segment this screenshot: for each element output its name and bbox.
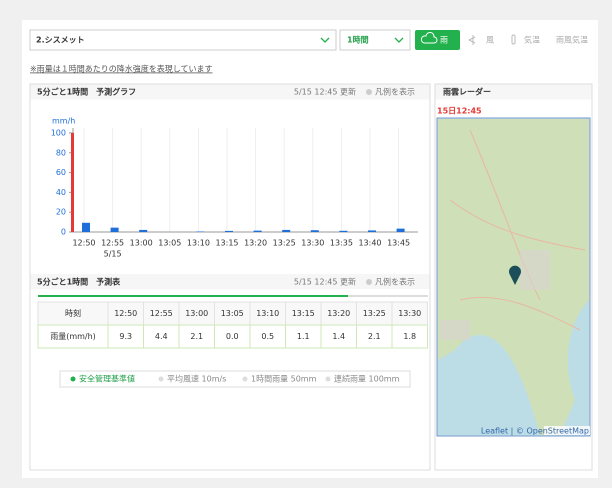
header-cell-text: 12:50 — [114, 309, 137, 318]
legend-icon — [326, 377, 331, 382]
legend-icon — [243, 377, 248, 382]
legend-item: 平均風速 10m/s — [167, 374, 226, 384]
x-tick-label: 13:15 — [215, 239, 238, 248]
header-cell-text: 13:00 — [185, 309, 208, 318]
x-tick-label: 12:50 — [72, 239, 95, 248]
button-label[interactable]: 気温 — [524, 35, 540, 45]
header-cell-text: 13:20 — [327, 309, 350, 318]
legend-icon — [71, 377, 76, 382]
cell-text: 4.4 — [155, 332, 168, 341]
bar — [282, 230, 290, 232]
x-tick-label: 13:35 — [330, 239, 353, 248]
cell-text: 1.1 — [297, 332, 310, 341]
cell-text: 9.3 — [119, 332, 132, 341]
button-label[interactable]: 風 — [486, 36, 494, 45]
legend-item: 1時間雨量 50mm — [251, 375, 317, 384]
bar — [254, 231, 262, 232]
x-tick-sublabel: 5/15 — [104, 250, 122, 259]
header-cell-text: 13:05 — [221, 309, 244, 318]
y-tick-label: 0 — [61, 228, 66, 237]
header-cell-text: 13:15 — [292, 309, 315, 318]
page: 2.シスメット 1時間 雨 風 気温 雨風気温 ※雨量は１時間あたりの降水強度を… — [0, 0, 612, 488]
bar — [368, 230, 376, 232]
attribution: Leaflet | © OpenStreetMap — [481, 427, 589, 436]
button-label[interactable]: 雨風気温 — [556, 35, 588, 45]
x-tick-label: 13:20 — [244, 239, 267, 248]
legend-toggle[interactable]: 凡例を表示 — [375, 277, 415, 287]
radar-title: 雨雲レーダー — [443, 87, 491, 97]
toggle-icon — [366, 279, 372, 285]
x-tick-label: 13:30 — [301, 239, 324, 248]
bar — [225, 231, 233, 232]
toggle-icon — [366, 89, 372, 95]
header-cell-text: 13:30 — [398, 309, 421, 318]
radar-time: 15日12:45 — [437, 107, 482, 116]
legend-item: 連続雨量 100mm — [334, 374, 400, 384]
cell-text: 2.1 — [190, 332, 203, 341]
legend-icon — [159, 377, 164, 382]
updated: 5/15 12:45 更新 — [294, 87, 356, 97]
forecast-table: 時刻 12:50 12:55 13:00 13:05 13:10 13:15 13:20 13:… — [38, 302, 428, 348]
interval-text: 1時間 — [347, 35, 369, 45]
cell-text: 雨量(mm/h) — [50, 332, 96, 341]
graph-title: 5分ごと1時間 予測グラフ — [37, 87, 136, 97]
header-cell-text: 13:25 — [363, 309, 386, 318]
header-cell-text: 時刻 — [65, 308, 81, 318]
bar — [111, 228, 119, 232]
y-tick-label: 60 — [56, 168, 66, 177]
threshold-bar — [71, 133, 74, 232]
legend-item: 安全管理基準値 — [79, 374, 135, 384]
x-tick-label: 13:00 — [130, 239, 153, 248]
table-title: 5分ごと1時間 予測表 — [37, 277, 121, 287]
cell-text: 1.4 — [332, 332, 345, 341]
cell-text: 2.1 — [368, 332, 381, 341]
x-tick-label: 13:05 — [158, 239, 181, 248]
header-cell-text: 13:10 — [256, 309, 279, 318]
cell-text: 0.5 — [261, 332, 274, 341]
cell-text: 0.0 — [226, 332, 239, 341]
bar — [397, 229, 405, 232]
y-tick-label: 40 — [56, 188, 66, 197]
button-label: 雨 — [440, 36, 448, 45]
note-link[interactable]: ※雨量は１時間あたりの降水強度を表現しています — [30, 64, 212, 74]
updated: 5/15 12:45 更新 — [294, 277, 356, 287]
x-tick-label: 13:10 — [187, 239, 210, 248]
x-tick-label: 13:25 — [273, 239, 296, 248]
x-tick-label: 12:55 — [101, 239, 124, 248]
x-tick-label: 13:45 — [387, 239, 410, 248]
bar — [82, 223, 90, 232]
y-tick-label: 80 — [56, 148, 66, 157]
y-tick-label: 20 — [56, 208, 66, 217]
location-text: 2.シスメット — [36, 36, 85, 45]
bar — [339, 231, 347, 232]
header-cell-text: 12:55 — [150, 309, 173, 318]
y-tick-label: 100 — [51, 128, 66, 137]
x-tick-label: 13:40 — [358, 239, 381, 248]
bar — [311, 230, 319, 232]
legend-toggle[interactable]: 凡例を表示 — [375, 87, 415, 97]
bar — [139, 230, 147, 232]
cell-text: 1.8 — [403, 332, 416, 341]
y-unit: mm/h — [52, 117, 75, 126]
